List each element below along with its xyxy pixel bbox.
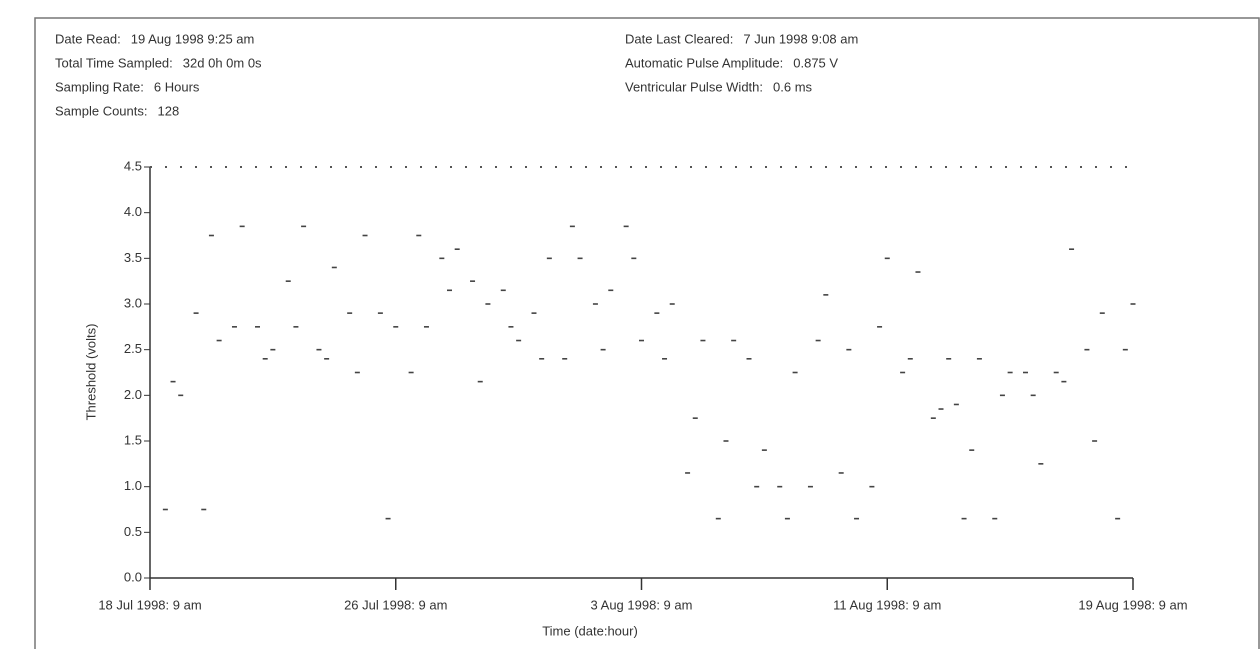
y-tick-label: 1.0 [124, 478, 142, 493]
y-axis-label: Threshold (volts) [83, 324, 98, 421]
y-tick-label: 2.0 [124, 387, 142, 402]
info-label: Date Last Cleared: [625, 31, 733, 46]
y-tick-label: 2.5 [124, 341, 142, 356]
y-tick-label: 0.5 [124, 524, 142, 539]
x-tick-label: 3 Aug 1998: 9 am [591, 597, 693, 612]
info-value: 32d 0h 0m 0s [183, 55, 262, 70]
y-tick-label: 4.5 [124, 158, 142, 173]
y-tick-label: 3.0 [124, 295, 142, 310]
info-label: Sampling Rate: [55, 79, 144, 94]
x-tick-label: 11 Aug 1998: 9 am [833, 597, 941, 612]
info-value: 19 Aug 1998 9:25 am [131, 31, 255, 46]
info-label: Sample Counts: [55, 103, 148, 118]
info-value: 6 Hours [154, 79, 200, 94]
info-value: 7 Jun 1998 9:08 am [743, 31, 858, 46]
info-label: Ventricular Pulse Width: [625, 79, 763, 94]
info-label: Automatic Pulse Amplitude: [625, 55, 783, 70]
y-tick-label: 0.0 [124, 569, 142, 584]
frame [34, 17, 1260, 649]
x-axis-label: Time (date:hour) [542, 623, 638, 638]
y-tick-label: 1.5 [124, 432, 142, 447]
y-tick-label: 4.0 [124, 204, 142, 219]
y-tick-label: 3.5 [124, 250, 142, 265]
info-value: 0.6 ms [773, 79, 813, 94]
x-tick-label: 19 Aug 1998: 9 am [1078, 597, 1187, 612]
info-label: Total Time Sampled: [55, 55, 173, 70]
x-tick-label: 18 Jul 1998: 9 am [98, 597, 201, 612]
x-tick-label: 26 Jul 1998: 9 am [344, 597, 447, 612]
info-label: Date Read: [55, 31, 121, 46]
info-value: 0.875 V [793, 55, 838, 70]
info-value: 128 [158, 103, 180, 118]
